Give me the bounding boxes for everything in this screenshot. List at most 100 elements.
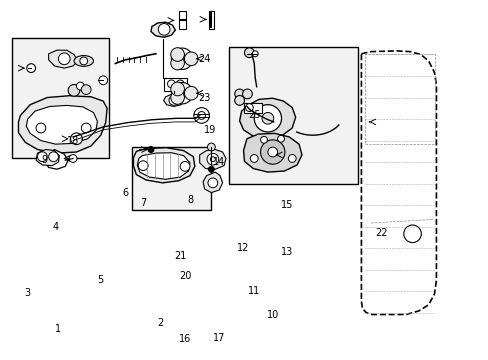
Circle shape: [99, 76, 107, 85]
Text: 24: 24: [198, 54, 210, 64]
Circle shape: [260, 136, 267, 143]
Circle shape: [193, 108, 209, 123]
Circle shape: [27, 64, 36, 72]
Polygon shape: [36, 149, 59, 166]
Bar: [243, 103, 261, 113]
Circle shape: [372, 114, 384, 126]
Polygon shape: [163, 94, 183, 107]
Circle shape: [288, 154, 296, 162]
Circle shape: [250, 154, 258, 162]
Circle shape: [38, 152, 47, 162]
Circle shape: [176, 80, 183, 88]
Text: 6: 6: [122, 188, 128, 198]
Circle shape: [242, 89, 252, 99]
Circle shape: [178, 55, 185, 63]
Bar: [365, 54, 434, 144]
Circle shape: [167, 80, 175, 88]
Text: 13: 13: [281, 247, 293, 257]
Circle shape: [184, 86, 198, 100]
Circle shape: [197, 112, 205, 120]
Text: 12: 12: [236, 243, 249, 253]
Text: 10: 10: [266, 310, 278, 320]
Circle shape: [403, 225, 421, 243]
Circle shape: [80, 57, 87, 65]
Circle shape: [252, 51, 258, 57]
Polygon shape: [199, 149, 225, 169]
Text: 17: 17: [213, 333, 225, 343]
Ellipse shape: [74, 55, 93, 66]
Text: 18: 18: [67, 136, 79, 145]
Polygon shape: [239, 98, 295, 138]
Text: 1: 1: [55, 324, 61, 334]
Text: 5: 5: [98, 275, 104, 285]
Circle shape: [234, 95, 244, 105]
Circle shape: [245, 104, 253, 112]
Circle shape: [68, 85, 80, 96]
Circle shape: [170, 91, 184, 104]
Text: 2: 2: [157, 319, 163, 328]
Circle shape: [49, 152, 58, 162]
Polygon shape: [361, 51, 435, 315]
Circle shape: [70, 133, 82, 145]
Polygon shape: [19, 96, 107, 153]
Circle shape: [81, 123, 91, 133]
Circle shape: [76, 82, 84, 90]
Circle shape: [171, 82, 192, 104]
Text: 16: 16: [179, 333, 191, 343]
Circle shape: [207, 143, 215, 151]
Circle shape: [254, 105, 281, 132]
Circle shape: [180, 162, 189, 171]
Circle shape: [184, 52, 198, 66]
Bar: [209, 11, 214, 30]
Circle shape: [158, 23, 170, 35]
Text: 19: 19: [204, 125, 216, 135]
Circle shape: [382, 120, 390, 127]
Text: 7: 7: [140, 198, 146, 208]
Circle shape: [260, 140, 285, 164]
Polygon shape: [203, 172, 222, 193]
Circle shape: [170, 56, 184, 70]
Text: 23: 23: [198, 93, 210, 103]
Text: 21: 21: [174, 251, 186, 261]
Bar: [179, 12, 185, 30]
Bar: [12, 39, 109, 158]
Circle shape: [169, 95, 179, 105]
Text: 14: 14: [213, 157, 225, 167]
Bar: [132, 147, 211, 211]
Circle shape: [148, 147, 154, 152]
Circle shape: [69, 154, 77, 162]
Polygon shape: [366, 112, 390, 128]
Circle shape: [262, 112, 273, 124]
Text: 22: 22: [375, 228, 387, 238]
Circle shape: [81, 85, 91, 95]
Circle shape: [267, 147, 277, 157]
Text: 15: 15: [281, 200, 293, 210]
Text: 20: 20: [179, 271, 191, 281]
Circle shape: [171, 48, 192, 69]
Circle shape: [244, 48, 254, 58]
Text: 3: 3: [24, 288, 31, 298]
Circle shape: [207, 178, 217, 188]
Circle shape: [138, 161, 148, 171]
Circle shape: [36, 123, 46, 133]
Polygon shape: [151, 22, 175, 37]
Circle shape: [206, 153, 218, 165]
Circle shape: [170, 82, 184, 96]
Polygon shape: [49, 50, 78, 68]
Text: 4: 4: [52, 222, 59, 231]
Text: 8: 8: [186, 195, 193, 205]
Bar: [164, 78, 186, 91]
Text: 11: 11: [247, 286, 260, 296]
Circle shape: [210, 157, 215, 162]
Text: 25: 25: [247, 110, 260, 120]
Polygon shape: [133, 148, 194, 183]
Polygon shape: [45, 149, 68, 169]
Circle shape: [208, 166, 214, 172]
Bar: [228, 46, 357, 184]
Circle shape: [234, 89, 244, 99]
Circle shape: [366, 112, 373, 120]
Polygon shape: [243, 134, 302, 172]
Text: 9: 9: [41, 155, 48, 165]
Polygon shape: [26, 105, 97, 144]
Circle shape: [277, 135, 284, 142]
